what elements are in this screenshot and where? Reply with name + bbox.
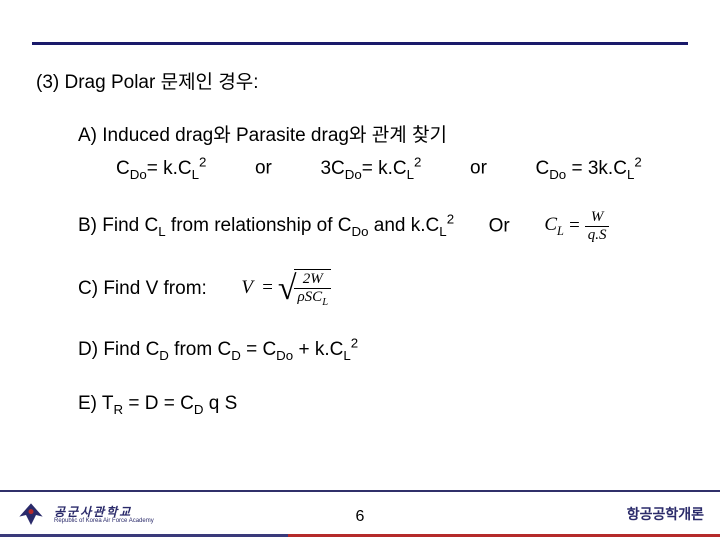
logo-text: 공군사관학교 Republic of Korea Air Force Acade…	[54, 506, 154, 524]
item-b-or: Or	[489, 215, 510, 236]
item-e-text: E) TR = D = CD q S	[78, 393, 237, 414]
logo-kr: 공군사관학교	[54, 506, 154, 518]
eq-a3: CDo = 3k.CL2	[535, 158, 641, 179]
footer-flag-line	[0, 534, 720, 537]
heading-text: (3) Drag Polar 문제인 경우:	[36, 72, 259, 93]
academy-logo: 공군사관학교 Republic of Korea Air Force Acade…	[14, 500, 154, 530]
item-b-formula: CL = W q.S	[544, 210, 609, 243]
item-c: C) Find V from: V = √ 2W ρSCL	[36, 269, 684, 309]
logo-en: Republic of Korea Air Force Academy	[54, 518, 154, 524]
item-c-formula: V = √ 2W ρSCL	[241, 269, 331, 309]
or2: or	[470, 158, 487, 179]
footer-course-title: 항공공학개론	[627, 504, 704, 524]
item-a-title: A) Induced drag와 Parasite drag와 관계 찾기	[78, 123, 684, 150]
item-a-eqline: CDo= k.CL2 or 3CDo= k.CL2 or CDo = 3k.CL…	[78, 153, 684, 184]
item-d: D) Find CD from CD = CDo + k.CL2	[36, 334, 684, 365]
top-rule	[32, 42, 688, 45]
item-b: B) Find CL from relationship of CDo and …	[36, 210, 684, 243]
or1: or	[255, 158, 272, 179]
footer: 공군사관학교 Republic of Korea Air Force Acade…	[0, 490, 720, 540]
item-b-text: B) Find CL from relationship of CDo and …	[78, 215, 459, 236]
eq-a1: CDo= k.CL2	[116, 158, 212, 179]
eagle-icon	[14, 500, 48, 530]
item-d-text: D) Find CD from CD = CDo + k.CL2	[78, 339, 358, 360]
item-e: E) TR = D = CD q S	[36, 391, 684, 419]
heading-line: (3) Drag Polar 문제인 경우:	[36, 70, 684, 97]
item-c-label: C) Find V from:	[78, 278, 207, 299]
page-number: 6	[356, 508, 365, 526]
slide-content: (3) Drag Polar 문제인 경우: A) Induced drag와 …	[36, 70, 684, 446]
item-a: A) Induced drag와 Parasite drag와 관계 찾기 CD…	[36, 123, 684, 184]
eq-a2: 3CDo= k.CL2	[320, 158, 426, 179]
